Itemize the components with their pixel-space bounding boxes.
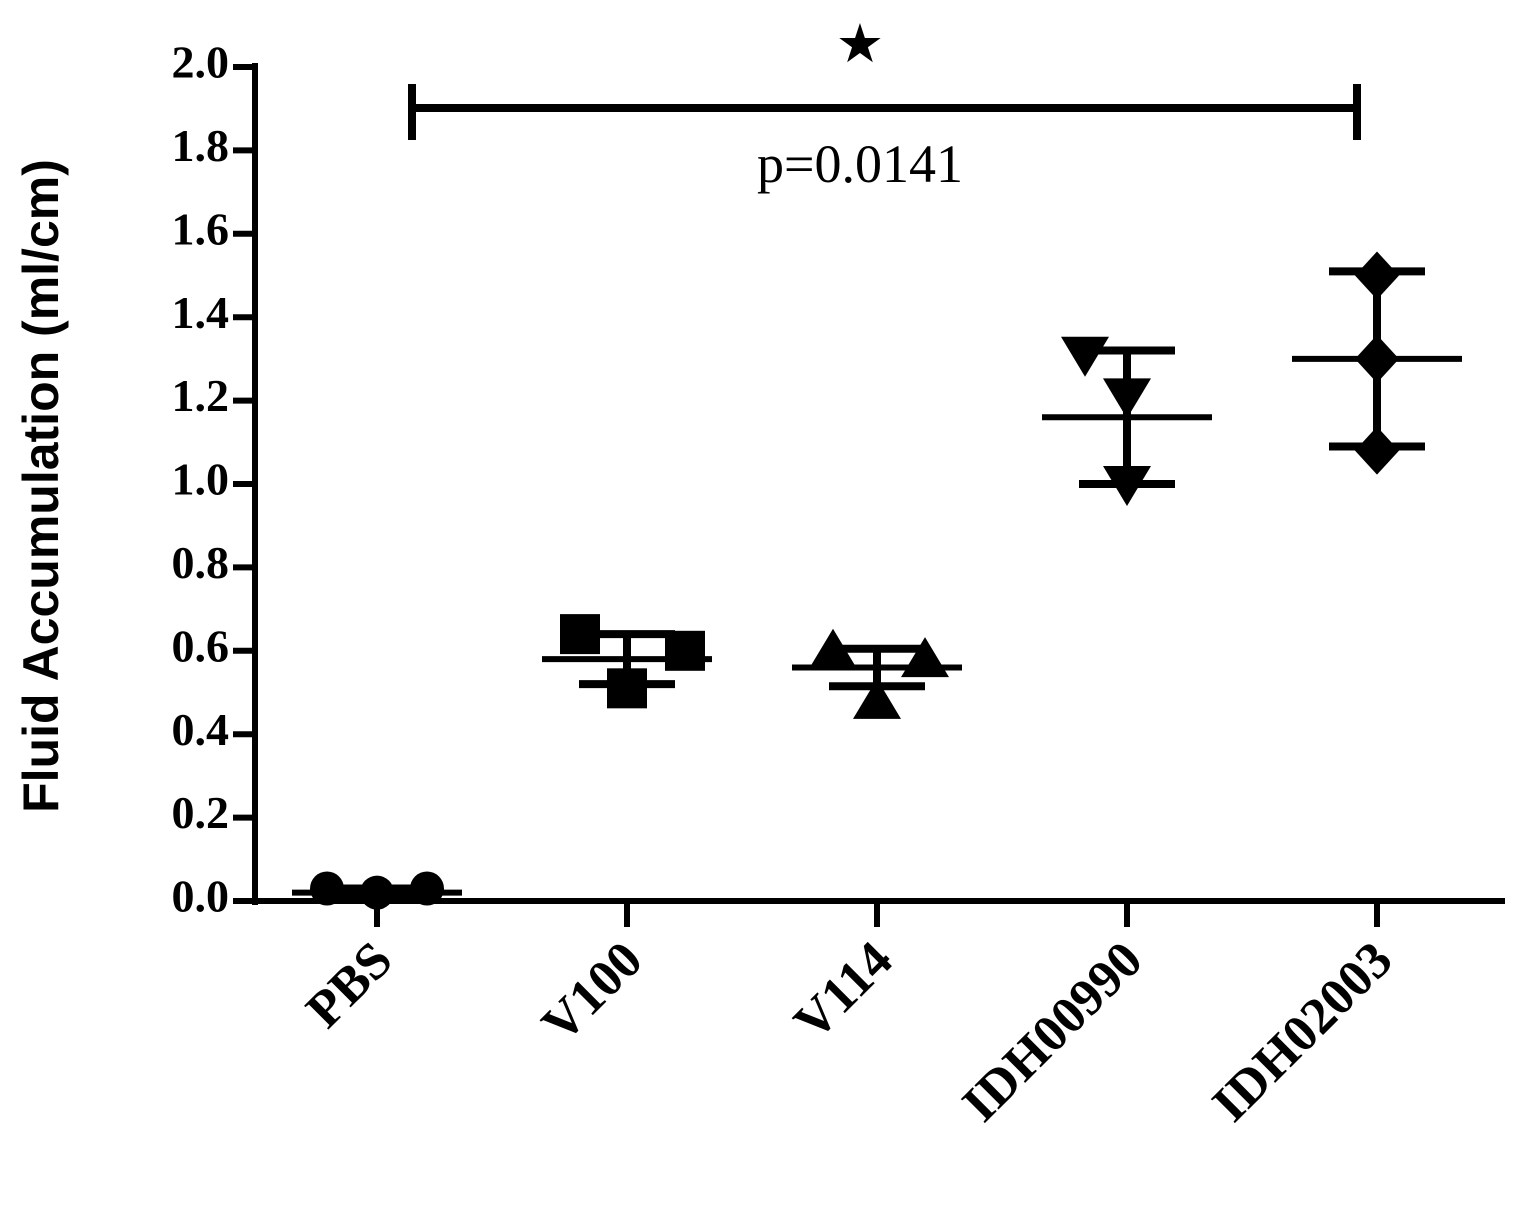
y-tick-label: 1.4 [172,287,230,338]
y-tick-label: 0.0 [172,871,230,922]
point [1061,336,1109,377]
p-value: p=0.0141 [757,134,963,194]
significance-bracket [408,84,1361,140]
y-tick-label: 1.0 [172,454,230,505]
y-tick-label: 2.0 [172,37,230,88]
y-tick-label: 0.4 [172,704,230,755]
y-tick-label: 1.2 [172,370,230,421]
y-tick-label: 0.2 [172,787,230,838]
y-tick-label: 1.8 [172,120,230,171]
x-tick-label: V100 [531,931,653,1053]
y-axis-title: Fluid Accumulation (ml/cm) [13,159,69,813]
y-tick-label: 0.8 [172,537,230,588]
point [901,637,949,678]
x-tick-label: V114 [783,931,903,1051]
x-tick-label: IDH00990 [952,931,1154,1133]
y-tick-label: 1.6 [172,203,230,254]
y-tick-label: 0.6 [172,620,230,671]
x-tick-label: IDH02003 [1202,931,1404,1133]
point [1355,426,1399,475]
point [853,678,901,719]
x-tick-label: PBS [296,931,404,1039]
significance-star: ★ [836,14,884,74]
